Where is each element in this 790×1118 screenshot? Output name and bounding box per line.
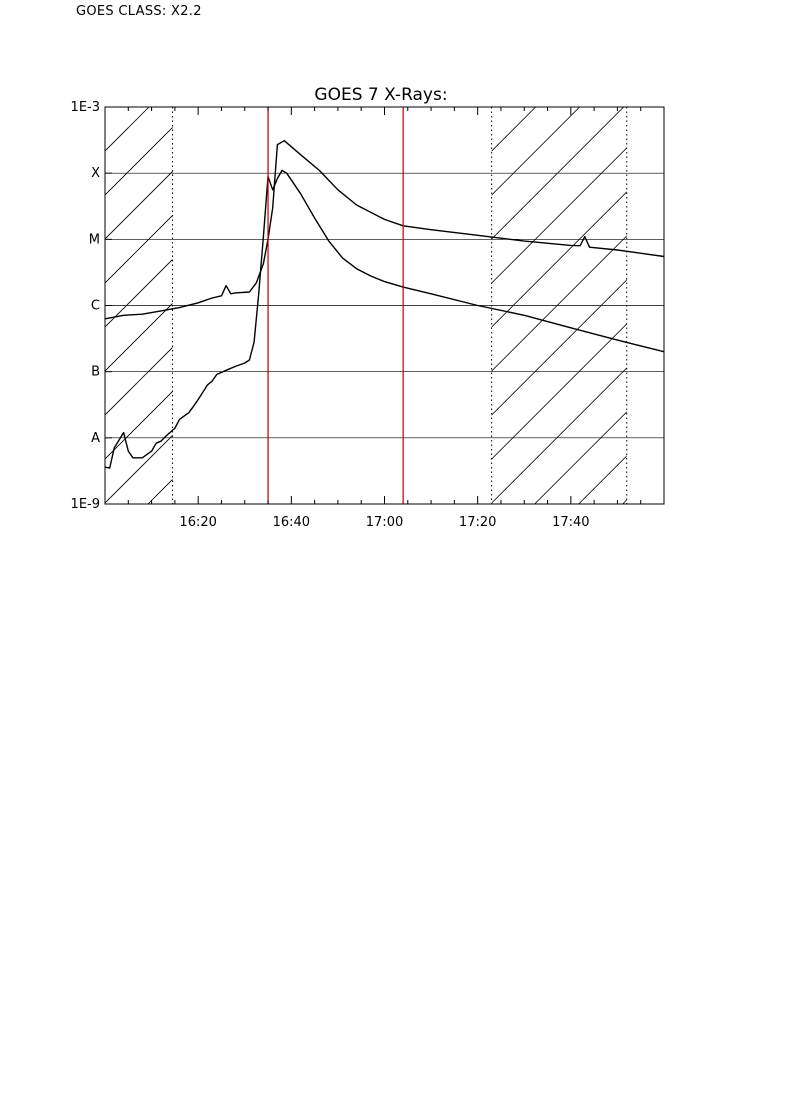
x-tick-label-1740: 17:40 — [552, 515, 589, 530]
goes-class-label: GOES CLASS: X2.2 — [76, 4, 202, 19]
hatch-line — [0, 107, 61, 504]
y-tick-label-M: M — [89, 232, 100, 247]
flux-series — [105, 140, 664, 469]
class-gridlines — [105, 172, 664, 439]
flux-series-2-line — [105, 169, 664, 469]
x-tick-label-1700: 17:00 — [366, 515, 403, 530]
y-tick-label-1E-9: 1E-9 — [71, 497, 100, 512]
y-tick-label-1E-3: 1E-3 — [71, 100, 100, 115]
event-lines — [267, 107, 404, 504]
hatch-line — [105, 107, 106, 108]
y-axis-ticks: 1E-3 X M C B A 1E-9 — [71, 100, 112, 512]
flux-series-1-line — [105, 140, 664, 320]
chart-title: GOES 7 X-Rays: — [314, 85, 447, 105]
y-tick-label-A: A — [91, 431, 100, 446]
y-tick-label-B: B — [91, 365, 100, 380]
x-axis-ticks: 16:20 16:40 17:00 17:20 17:40 — [127, 107, 642, 530]
x-tick-label-1720: 17:20 — [459, 515, 496, 530]
x-tick-label-1640: 16:40 — [273, 515, 310, 530]
y-tick-label-X: X — [91, 166, 100, 181]
hatch-line — [667, 107, 790, 504]
y-tick-label-C: C — [91, 299, 100, 314]
x-tick-label-1620: 16:20 — [179, 515, 216, 530]
